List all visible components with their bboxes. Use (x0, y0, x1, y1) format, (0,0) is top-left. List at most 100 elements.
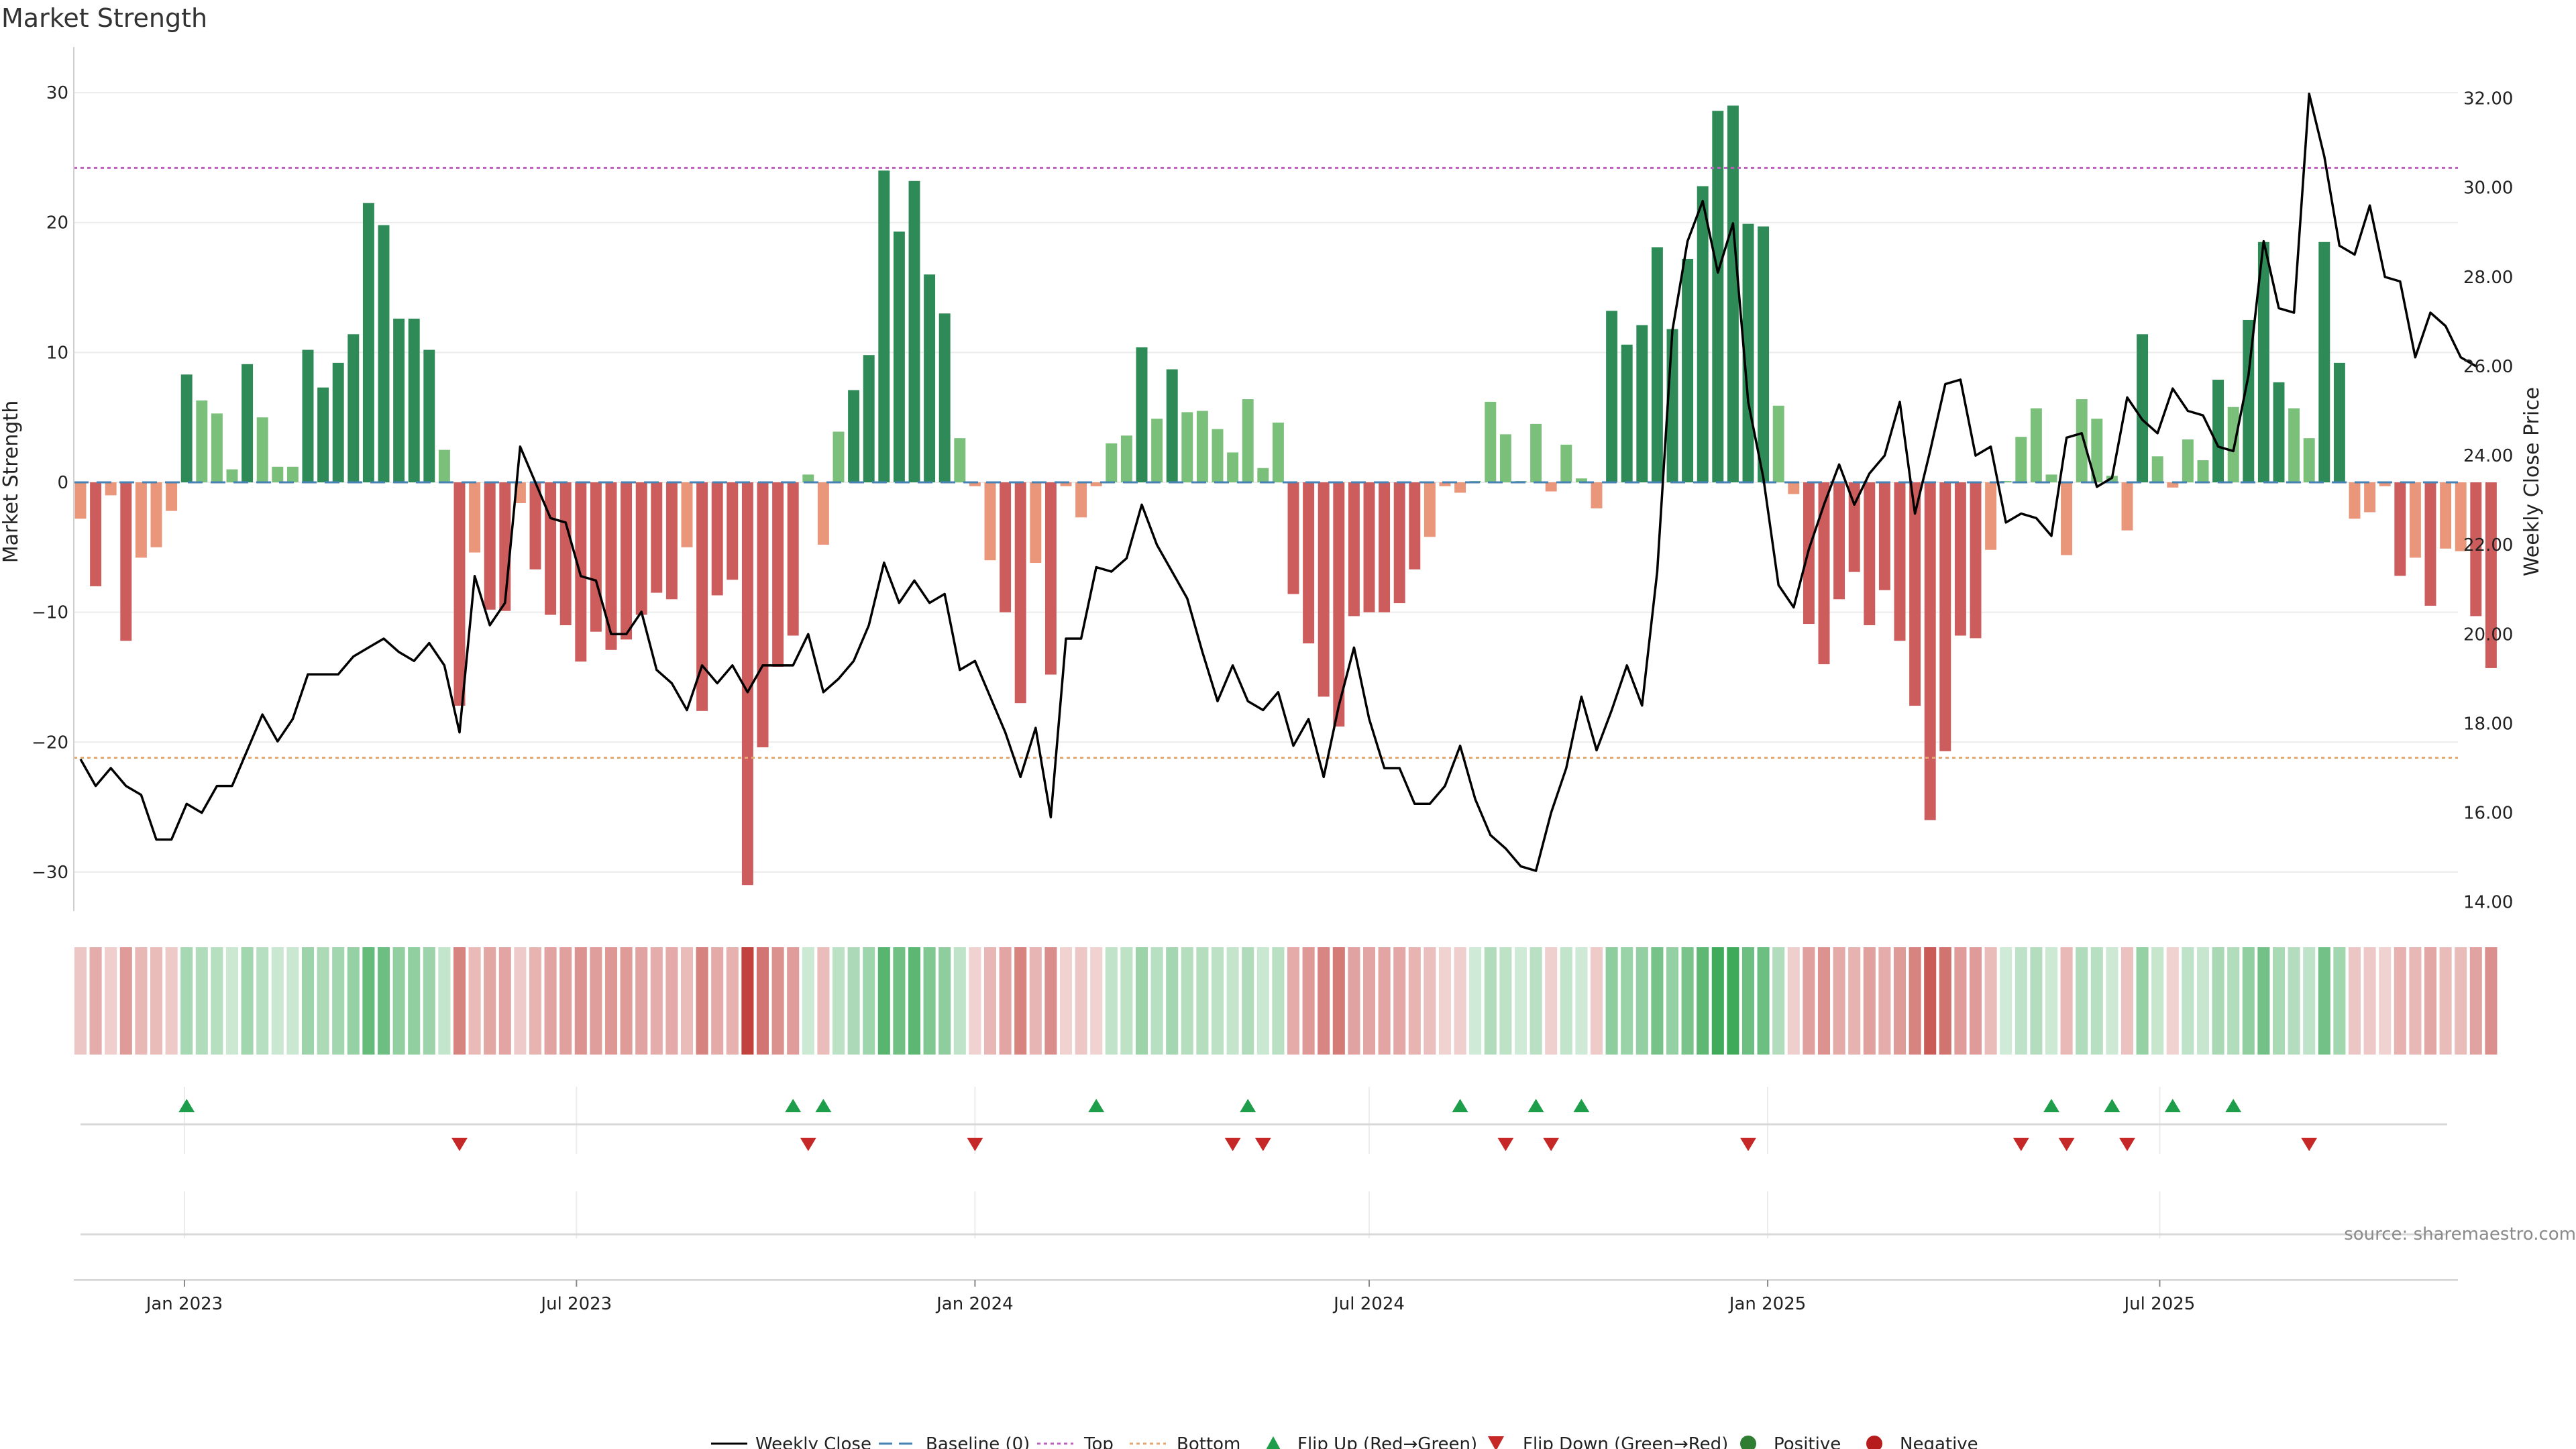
heat-cell (1893, 947, 1907, 1055)
heat-cell (2076, 947, 2088, 1055)
heat-cell (1242, 947, 1254, 1055)
strength-bar (1864, 482, 1876, 625)
heat-cell (1256, 947, 1269, 1055)
heat-cell (484, 947, 496, 1055)
y2-tick-label: 32.00 (2463, 89, 2513, 109)
heat-cell (225, 947, 239, 1055)
strength-bar (2257, 241, 2269, 482)
strength-bar (1424, 482, 1436, 537)
strength-bar (2288, 408, 2300, 482)
heat-cell (2409, 947, 2422, 1055)
heat-cell (908, 947, 921, 1055)
strength-bar (1060, 482, 1072, 486)
strength-bar (180, 374, 193, 482)
flip-up-marker (1527, 1099, 1544, 1112)
heat-cell (2333, 947, 2346, 1055)
flip-down-marker (2012, 1138, 2029, 1151)
strength-bars (74, 105, 2497, 885)
strength-bar (2076, 399, 2088, 482)
legend-weekly-close: Weekly Close (755, 1434, 871, 1449)
strength-bar (453, 482, 466, 706)
flip-up-marker (2043, 1099, 2059, 1112)
heat-cell (1787, 947, 1800, 1055)
strength-bar (1166, 369, 1178, 482)
strength-bar (1848, 482, 1860, 572)
strength-bar (1560, 444, 1572, 482)
strength-bar (984, 482, 996, 561)
heat-cell (2348, 947, 2361, 1055)
heat-cell (1727, 947, 1739, 1055)
heat-cell (590, 947, 602, 1055)
heat-cell (2045, 947, 2058, 1055)
heat-cell (1909, 947, 1921, 1055)
strength-bar (211, 413, 223, 482)
strength-bar (1788, 482, 1800, 494)
heat-cell (150, 947, 163, 1055)
strength-bar (802, 474, 814, 482)
strength-bar (469, 482, 481, 553)
strength-bar (1242, 399, 1254, 482)
y-tick-label: 30 (46, 83, 68, 103)
strength-bar (757, 482, 769, 748)
heat-cell (696, 947, 708, 1055)
heat-cell (1090, 947, 1103, 1055)
heat-cell (2439, 947, 2452, 1055)
heat-cell (1863, 947, 1876, 1055)
strength-bar (1772, 405, 1784, 482)
strength-bar (317, 387, 329, 482)
heat-cell (620, 947, 633, 1055)
heat-cell (514, 947, 527, 1055)
flip-down-marker (1224, 1138, 1241, 1151)
strength-bar (2470, 482, 2482, 616)
heat-cell (1120, 947, 1133, 1055)
legend-negative: Negative (1900, 1434, 1978, 1449)
heat-cell (1575, 947, 1588, 1055)
heat-cell (1059, 947, 1073, 1055)
heat-cell (1438, 947, 1452, 1055)
flip-up-icon (1266, 1436, 1281, 1449)
heat-cell (999, 947, 1012, 1055)
heat-cell (2379, 947, 2392, 1055)
strength-bar (2424, 482, 2436, 606)
strength-bar (893, 231, 905, 482)
heat-cell (650, 947, 663, 1055)
heat-cell (180, 947, 193, 1055)
strength-bar (1409, 482, 1421, 570)
strength-bar (665, 482, 678, 600)
y-tick-label: −10 (32, 603, 68, 623)
heat-cell (2469, 947, 2482, 1055)
heat-cell (1666, 947, 1679, 1055)
y-tick-label: 20 (46, 213, 68, 233)
strength-bar (302, 350, 314, 482)
heat-cell (1939, 947, 1951, 1055)
heat-cell (453, 947, 466, 1055)
strength-bar (1393, 482, 1405, 604)
heat-cell (1332, 947, 1345, 1055)
strength-bar (2364, 482, 2376, 513)
heat-cell (286, 947, 299, 1055)
flip-up-marker (1452, 1099, 1468, 1112)
heat-cell (1150, 947, 1163, 1055)
heat-cell (877, 947, 890, 1055)
heat-cell (1272, 947, 1285, 1055)
heat-cell (1651, 947, 1664, 1055)
strength-bar (1348, 482, 1360, 616)
strength-bar (484, 482, 496, 610)
x-tick-label: Jan 2023 (145, 1294, 223, 1314)
heat-cell (817, 947, 830, 1055)
strength-bar (1075, 482, 1087, 518)
strength-bar (2409, 482, 2421, 558)
heat-cell (1166, 947, 1179, 1055)
heat-cell (1196, 947, 1209, 1055)
strength-bar (2455, 482, 2467, 551)
strength-bar (2333, 362, 2345, 482)
strength-bar (105, 482, 117, 496)
y-tick-label: −30 (32, 863, 68, 883)
strength-bar (1287, 482, 1299, 594)
strength-bar (1318, 482, 1330, 697)
strength-bar (1894, 482, 1906, 641)
heat-cell (2015, 947, 2027, 1055)
heat-cell (604, 947, 618, 1055)
heat-cell (832, 947, 845, 1055)
heat-cell (787, 947, 800, 1055)
